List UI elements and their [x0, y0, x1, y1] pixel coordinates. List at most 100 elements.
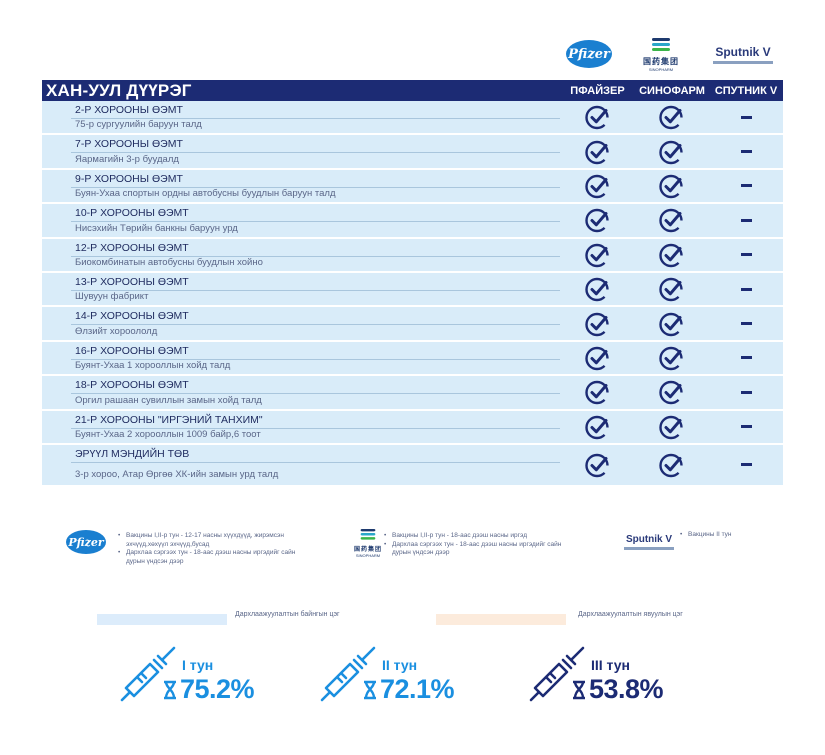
- table-row: 7-Р ХОРООНЫ ӨЭМТ Яармагийн 3-р буудалд: [42, 135, 783, 170]
- dash-icon: [740, 253, 752, 257]
- sputnik-availability: [709, 376, 783, 408]
- column-sinopharm: СИНОФАРМ: [639, 84, 705, 97]
- location-title: 18-Р ХОРООНЫ ӨЭМТ: [75, 379, 189, 392]
- notes-sinopharm-list: Вакцины I,II-р тун - 18-аас дээш насны и…: [384, 532, 574, 558]
- check-circle-icon: [584, 312, 609, 336]
- row-divider: [71, 152, 560, 154]
- table-row: 10-Р ХОРООНЫ ӨЭМТ Нисэхийн Төрийн банкны…: [42, 204, 783, 239]
- pfizer-availability: [560, 445, 635, 485]
- sinopharm-availability: [635, 376, 709, 408]
- pfizer-availability: [560, 411, 635, 443]
- pfizer-availability: [560, 204, 635, 236]
- notes-pfizer-logo: Pfizer: [66, 530, 106, 554]
- sinopharm-availability: [635, 273, 709, 305]
- sinopharm-logo-en: SINOPHARM: [648, 66, 674, 72]
- location-title: ЭРҮҮЛ МЭНДИЙН ТӨВ: [75, 447, 190, 460]
- pfizer-availability: [560, 376, 635, 408]
- notes-pfizer-item: Дархлаа сэргээх тун - 18-аас дээш насны …: [118, 549, 308, 566]
- location-cell: 10-Р ХОРООНЫ ӨЭМТ Нисэхийн Төрийн банкны…: [42, 204, 560, 236]
- location-address: Буянт-Ухаа 1 хорооллын хойд талд: [75, 360, 231, 372]
- notes-sputnik-list: Вакцины II тун: [680, 531, 800, 540]
- location-cell: 21-Р ХОРООНЫ "ИРГЭНИЙ ТАНХИМ" Буянт-Ухаа…: [42, 411, 560, 443]
- check-circle-icon: [659, 209, 683, 233]
- notes-sputnik-logo: Sputnik V: [624, 534, 674, 550]
- check-circle-icon: [584, 174, 609, 199]
- sputnik-logo: Sputnik V: [708, 34, 778, 74]
- table-row: 13-Р ХОРООНЫ ӨЭМТ Шувуун фабрикт: [42, 272, 783, 308]
- location-cell: 12-Р ХОРООНЫ ӨЭМТ Биокомбинатын автобусн…: [42, 239, 560, 271]
- sinopharm-availability: [635, 170, 709, 202]
- notes-sinopharm-item: Вакцины I,II-р тун - 18-аас дээш насны и…: [384, 532, 574, 541]
- sputnik-availability: [709, 445, 783, 485]
- check-circle-icon: [584, 140, 609, 164]
- check-circle-icon: [584, 381, 609, 405]
- table-row: 16-Р ХОРООНЫ ӨЭМТ Буянт-Ухаа 1 хорооллын…: [42, 341, 783, 377]
- check-circle-icon: [659, 174, 683, 199]
- location-address: Буян-Ухаа спортын ордны автобусны буудлы…: [75, 188, 336, 200]
- sinopharm-availability: [635, 307, 709, 339]
- check-circle-icon: [659, 140, 683, 164]
- sinopharm-logo: 国药集团 SINOPHARM: [643, 34, 679, 74]
- row-divider: [71, 393, 560, 395]
- dash-icon: [740, 115, 752, 119]
- location-address: Биокомбинатын автобусны буудлын хойно: [75, 256, 263, 268]
- district-title: ХАН-УУЛ ДҮҮРЭГ: [46, 80, 192, 100]
- dash-icon: [740, 184, 752, 188]
- syringe-icon: [320, 646, 376, 702]
- check-circle-icon: [584, 453, 609, 478]
- notes-sputnik-logo-text: Sputnik V: [625, 534, 673, 545]
- check-circle-icon: [659, 277, 683, 302]
- notes-pfizer-list: Вакцины I,II-р тун - 12-17 насны хүүхдүү…: [118, 532, 308, 566]
- row-divider: [71, 221, 560, 223]
- notes-sinopharm-logo-en: SINOPHARM: [355, 553, 381, 558]
- location-title: 9-Р ХОРООНЫ ӨЭМТ: [75, 172, 183, 185]
- sinopharm-availability: [635, 239, 709, 271]
- location-address: Шувуун фабрикт: [75, 291, 149, 303]
- check-circle-icon: [659, 243, 683, 267]
- sinopharm-availability: [635, 445, 709, 485]
- check-circle-icon: [584, 346, 609, 371]
- pfizer-availability: [560, 239, 635, 271]
- dash-icon: [740, 287, 752, 291]
- check-circle-icon: [584, 243, 609, 267]
- dose-stat: I тун 75.2%: [118, 642, 288, 704]
- dash-icon: [740, 390, 752, 394]
- hourglass-icon: [164, 680, 176, 700]
- table-row: 18-Р ХОРООНЫ ӨЭМТ Оргил рашаан сувиллын …: [42, 376, 783, 411]
- check-circle-icon: [584, 415, 609, 439]
- sinopharm-availability: [635, 411, 709, 443]
- notes-sinopharm-logo: 国药集团 SINOPHARM: [354, 528, 382, 558]
- location-cell: 7-Р ХОРООНЫ ӨЭМТ Яармагийн 3-р буудалд: [42, 135, 560, 167]
- check-circle-icon: [659, 415, 683, 439]
- location-cell: ЭРҮҮЛ МЭНДИЙН ТӨВ 3-р хороо, Атар Өргөө …: [42, 445, 560, 485]
- table-row: 21-Р ХОРООНЫ "ИРГЭНИЙ ТАНХИМ" Буянт-Ухаа…: [42, 410, 783, 445]
- hourglass-icon: [573, 680, 585, 700]
- pfizer-availability: [560, 135, 635, 167]
- table-header: ХАН-УУЛ ДҮҮРЭГ ПФАЙЗЕР СИНОФАРМ СПУТНИК …: [42, 80, 783, 101]
- dose-label: II тун: [382, 657, 418, 673]
- location-address: Буянт-Ухаа 2 хорооллын 1009 байр,6 тоот: [75, 428, 261, 440]
- pfizer-logo-text: Pfizer: [566, 40, 612, 68]
- sinopharm-logo-cn: 国药集团: [643, 56, 679, 66]
- syringe-icon: [529, 646, 585, 702]
- column-pfizer: ПФАЙЗЕР: [570, 84, 625, 97]
- table-row: 14-Р ХОРООНЫ ӨЭМТ Өлзийт хороололд: [42, 307, 783, 342]
- table-body: 2-Р ХОРООНЫ ӨЭМТ 75-р сургуулийн баруун …: [42, 101, 783, 487]
- row-divider: [71, 358, 560, 360]
- location-address: Оргил рашаан сувиллын замын хойд талд: [75, 394, 262, 406]
- check-circle-icon: [659, 453, 683, 478]
- sinopharm-availability: [635, 204, 709, 236]
- dose-percent: 75.2%: [180, 674, 255, 704]
- legend-mobile-swatch: [436, 614, 566, 625]
- row-divider: [71, 427, 560, 429]
- row-divider: [71, 289, 560, 291]
- check-circle-icon: [659, 312, 683, 336]
- row-divider: [71, 186, 560, 188]
- location-title: 16-Р ХОРООНЫ ӨЭМТ: [75, 344, 189, 357]
- dose-stat: II тун 72.1%: [318, 642, 488, 704]
- syringe-icon: [120, 646, 176, 702]
- sputnik-availability: [709, 273, 783, 305]
- legend-mobile-label: Дархлаажуулалтын явуулын цэг: [578, 611, 683, 618]
- location-title: 21-Р ХОРООНЫ "ИРГЭНИЙ ТАНХИМ": [75, 413, 263, 426]
- notes-pfizer-logo-text: Pfizer: [66, 530, 106, 554]
